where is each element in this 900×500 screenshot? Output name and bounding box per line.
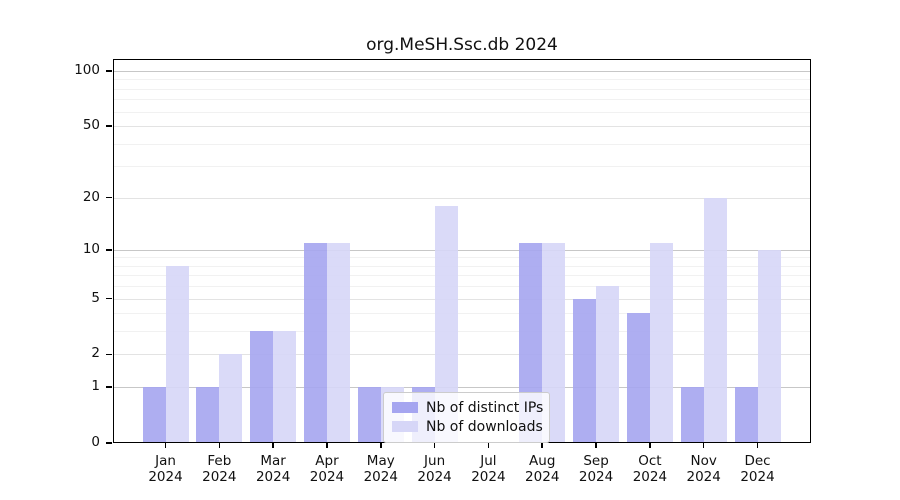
gridline (113, 126, 811, 128)
gridline (113, 197, 811, 199)
y-axis-tick (106, 297, 112, 300)
gridline (113, 71, 811, 72)
bar-nb-of-distinct-ips (626, 313, 650, 443)
plot-area (113, 59, 811, 443)
y-axis-tick (106, 248, 112, 251)
legend-entry-distinct-ips: Nb of distinct IPs (392, 398, 544, 417)
y-axis-tick-label: 20 (82, 188, 100, 205)
bar-nb-of-distinct-ips (734, 387, 758, 443)
legend-label-distinct-ips: Nb of distinct IPs (426, 399, 544, 416)
legend-label-downloads: Nb of downloads (426, 418, 543, 435)
bar-nb-of-distinct-ips (142, 387, 166, 443)
gridline (113, 79, 811, 81)
bar-nb-of-distinct-ips (303, 242, 327, 443)
gridline (113, 99, 811, 101)
legend: Nb of distinct IPs Nb of downloads (383, 392, 550, 443)
gridline (113, 88, 811, 90)
x-axis-tick (379, 443, 382, 448)
y-axis-tick-label: 2 (91, 345, 100, 362)
x-axis-tick-label: Mar 2024 (255, 453, 291, 485)
bar-nb-of-downloads (165, 265, 189, 443)
bar-nb-of-downloads (757, 249, 781, 443)
x-axis-tick (595, 443, 597, 448)
x-axis-tick-label: Oct 2024 (632, 453, 668, 485)
gridline (113, 298, 811, 300)
x-axis-tick-label: Sep 2024 (578, 453, 614, 485)
y-axis-tick-label: 0 (91, 434, 100, 450)
y-axis-tick (106, 386, 112, 388)
chart-title: org.MeSH.Ssc.db 2024 (366, 35, 558, 55)
bar-nb-of-downloads (649, 242, 673, 443)
bar-nb-of-downloads (326, 242, 350, 443)
x-axis-tick-label: Jan 2024 (148, 453, 183, 485)
y-axis-tick (106, 442, 112, 444)
x-axis-tick (326, 443, 328, 448)
gridline (113, 265, 811, 267)
gridline (113, 331, 811, 333)
bar-nb-of-distinct-ips (250, 331, 274, 443)
gridline (113, 387, 811, 389)
y-axis-tick-label: 50 (82, 117, 100, 134)
gridline (113, 143, 811, 145)
y-axis-tick (106, 125, 112, 127)
x-axis-tick-label: May 2024 (363, 453, 398, 485)
y-axis-tick (106, 70, 112, 72)
bar-nb-of-downloads (273, 331, 297, 443)
gridline (113, 257, 811, 259)
x-axis-tick-label: Apr 2024 (309, 453, 345, 485)
bar-nb-of-distinct-ips (357, 387, 381, 443)
x-axis-tick-label: Dec 2024 (740, 453, 775, 485)
x-axis-tick (433, 443, 436, 448)
bar-nb-of-downloads (219, 354, 243, 443)
x-axis-tick-label: Jul 2024 (471, 453, 506, 485)
x-axis-tick-label: Nov 2024 (686, 453, 721, 485)
y-axis-tick (106, 196, 112, 199)
bar-nb-of-distinct-ips (573, 298, 597, 443)
y-axis-tick (106, 353, 112, 356)
gridline (113, 111, 811, 113)
x-axis-tick (702, 443, 705, 448)
legend-entry-downloads: Nb of downloads (392, 417, 543, 436)
x-axis-tick (218, 443, 221, 448)
bar-nb-of-downloads (434, 205, 458, 443)
x-axis-tick-label: Jun 2024 (417, 453, 452, 485)
x-axis-tick (541, 443, 544, 448)
x-axis-tick-label: Aug 2024 (525, 453, 560, 485)
x-axis-tick (272, 443, 274, 448)
x-axis-tick (164, 443, 167, 448)
y-axis-tick-label: 1 (91, 378, 100, 395)
x-axis-tick (649, 443, 651, 448)
x-axis-tick-label: Feb 2024 (202, 453, 237, 485)
bar-nb-of-distinct-ips (196, 387, 220, 443)
gridline (113, 286, 811, 288)
bar-nb-of-downloads (596, 286, 620, 443)
gridline (113, 275, 811, 277)
bar-nb-of-downloads (703, 197, 727, 443)
gridline (113, 166, 811, 168)
y-axis-tick-label: 5 (91, 289, 100, 306)
legend-swatch-distinct-ips (392, 402, 418, 413)
x-axis-tick (487, 443, 490, 448)
x-axis-tick (756, 443, 759, 448)
gridline (113, 313, 811, 315)
y-axis-tick-label: 100 (74, 62, 100, 78)
gridline (113, 354, 811, 356)
legend-swatch-downloads (392, 421, 418, 432)
gridline (113, 249, 811, 251)
y-axis-tick-label: 10 (82, 240, 100, 257)
bar-nb-of-distinct-ips (680, 387, 704, 443)
